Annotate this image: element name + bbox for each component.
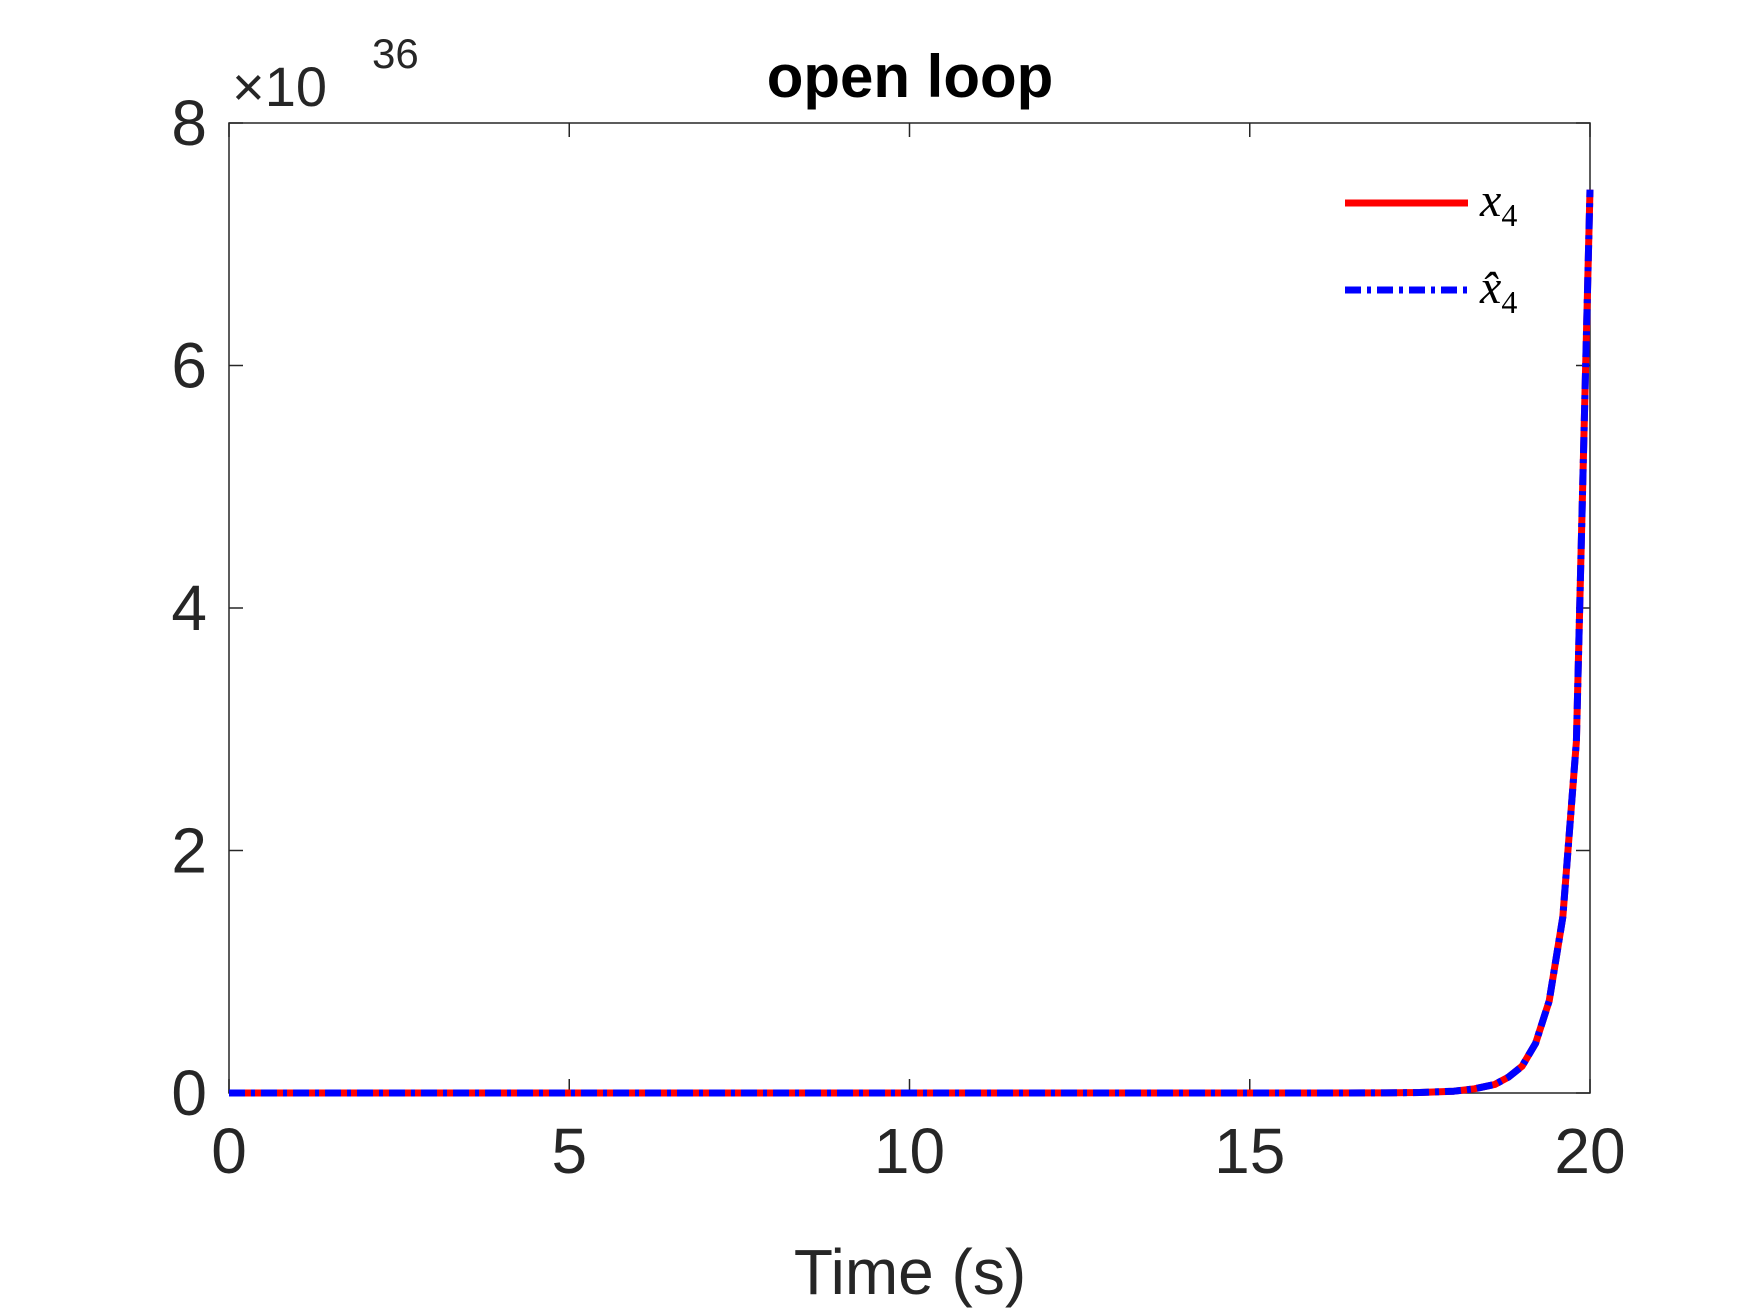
legend: x4 x̂4 [1345,174,1517,320]
legend-label-x4: x4 [1479,174,1517,233]
legend-x4-subscript: 4 [1501,197,1517,233]
y-multiplier-exponent: 36 [372,30,419,77]
chart-title: open loop [767,43,1054,110]
x-tick-label: 0 [211,1115,247,1187]
y-axis-multiplier: ×10 36 [232,30,419,118]
legend-xhat4-base: x̂ [1479,261,1501,314]
y-tick-label: 8 [171,87,207,159]
y-axis-ticks: 0 2 4 6 8 [171,87,1590,1129]
x-tick-label: 20 [1554,1115,1625,1187]
x-axis-ticks: 0 5 10 15 20 [211,123,1626,1187]
y-multiplier-base: ×10 [232,55,327,118]
plot-area [228,122,1591,1094]
y-tick-label: 2 [171,815,207,887]
x-tick-label: 15 [1214,1115,1285,1187]
legend-label-xhat4: x̂4 [1479,261,1517,320]
x-tick-label: 10 [874,1115,945,1187]
y-tick-label: 6 [171,330,207,402]
legend-xhat4-subscript: 4 [1501,284,1517,320]
x-axis-label: Time (s) [794,1236,1026,1308]
y-tick-label: 0 [171,1057,207,1129]
legend-x4-base: x [1479,174,1501,227]
series-line-xhat4 [229,189,1594,1097]
x-tick-label: 5 [551,1115,587,1187]
y-tick-label: 4 [171,572,207,644]
series-layer [229,189,1594,1097]
